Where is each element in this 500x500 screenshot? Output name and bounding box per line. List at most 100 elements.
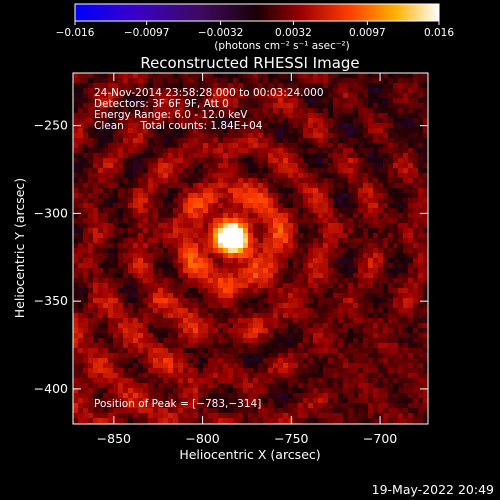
heatmap-cell: [353, 163, 358, 168]
heatmap-cell: [113, 173, 118, 178]
heatmap-cell: [148, 248, 153, 253]
heatmap-cell: [373, 288, 378, 293]
heatmap-cell: [363, 383, 368, 388]
heatmap-cell: [323, 263, 328, 268]
heatmap-cell: [218, 333, 223, 338]
heatmap-cell: [103, 313, 108, 318]
heatmap-cell: [353, 133, 358, 138]
heatmap-cell: [73, 88, 78, 93]
heatmap-cell: [393, 238, 398, 243]
heatmap-cell: [203, 108, 208, 113]
heatmap-cell: [313, 213, 318, 218]
heatmap-cell: [123, 363, 128, 368]
heatmap-cell: [418, 78, 423, 83]
heatmap-cell: [348, 278, 353, 283]
heatmap-cell: [173, 333, 178, 338]
heatmap-cell: [383, 98, 388, 103]
heatmap-cell: [393, 228, 398, 233]
heatmap-cell: [258, 398, 263, 403]
heatmap-cell: [218, 228, 223, 233]
heatmap-cell: [98, 243, 103, 248]
heatmap-cell: [328, 148, 333, 153]
heatmap-cell: [373, 388, 378, 393]
heatmap-cell: [423, 133, 428, 138]
heatmap-cell: [138, 233, 143, 238]
heatmap-cell: [243, 418, 248, 423]
heatmap-cell: [248, 243, 253, 248]
heatmap-cell: [173, 163, 178, 168]
heatmap-cell: [248, 308, 253, 313]
heatmap-cell: [378, 383, 383, 388]
heatmap-cell: [288, 263, 293, 268]
heatmap-cell: [208, 358, 213, 363]
heatmap-cell: [213, 128, 218, 133]
heatmap-cell: [168, 173, 173, 178]
heatmap-cell: [398, 283, 403, 288]
heatmap-cell: [338, 193, 343, 198]
heatmap-cell: [93, 178, 98, 183]
heatmap-cell: [368, 143, 373, 148]
heatmap-cell: [338, 78, 343, 83]
heatmap-cell: [78, 238, 83, 243]
heatmap-cell: [248, 353, 253, 358]
heatmap-cell: [143, 168, 148, 173]
heatmap-cell: [268, 183, 273, 188]
heatmap-cell: [333, 248, 338, 253]
heatmap-cell: [133, 233, 138, 238]
heatmap-cell: [283, 183, 288, 188]
heatmap-cell: [228, 223, 233, 228]
heatmap-cell: [113, 133, 118, 138]
heatmap-cell: [143, 158, 148, 163]
heatmap-cell: [108, 358, 113, 363]
heatmap-cell: [348, 103, 353, 108]
heatmap-cell: [178, 328, 183, 333]
heatmap-cell: [173, 93, 178, 98]
heatmap-cell: [358, 413, 363, 418]
heatmap-cell: [243, 98, 248, 103]
heatmap-cell: [388, 258, 393, 263]
heatmap-cell: [178, 93, 183, 98]
heatmap-cell: [73, 78, 78, 83]
heatmap-cell: [98, 98, 103, 103]
heatmap-cell: [288, 98, 293, 103]
heatmap-cell: [133, 303, 138, 308]
heatmap-cell: [228, 243, 233, 248]
heatmap-cell: [113, 403, 118, 408]
heatmap-cell: [368, 333, 373, 338]
heatmap-cell: [78, 153, 83, 158]
heatmap-cell: [318, 73, 323, 78]
heatmap-cell: [88, 83, 93, 88]
heatmap-cell: [388, 383, 393, 388]
heatmap-cell: [308, 253, 313, 258]
heatmap-cell: [393, 108, 398, 113]
heatmap-cell: [108, 388, 113, 393]
heatmap-cell: [248, 298, 253, 303]
heatmap-cell: [253, 318, 258, 323]
heatmap-cell: [203, 333, 208, 338]
heatmap-cell: [128, 73, 133, 78]
heatmap-cell: [313, 143, 318, 148]
heatmap-cell: [373, 243, 378, 248]
heatmap-cell: [163, 178, 168, 183]
heatmap-cell: [388, 333, 393, 338]
heatmap-cell: [413, 343, 418, 348]
heatmap-cell: [198, 173, 203, 178]
heatmap-cell: [298, 73, 303, 78]
heatmap-cell: [233, 178, 238, 183]
heatmap-cell: [293, 113, 298, 118]
heatmap-cell: [398, 203, 403, 208]
heatmap-cell: [213, 243, 218, 248]
heatmap-cell: [153, 223, 158, 228]
heatmap-cell: [218, 413, 223, 418]
heatmap-cell: [358, 293, 363, 298]
heatmap-cell: [243, 198, 248, 203]
heatmap-cell: [263, 133, 268, 138]
heatmap-cell: [158, 348, 163, 353]
heatmap-cell: [143, 373, 148, 378]
heatmap-cell: [298, 208, 303, 213]
heatmap-cell: [178, 248, 183, 253]
heatmap-cell: [83, 408, 88, 413]
heatmap-cell: [98, 228, 103, 233]
heatmap-cell: [223, 173, 228, 178]
heatmap-cell: [193, 353, 198, 358]
